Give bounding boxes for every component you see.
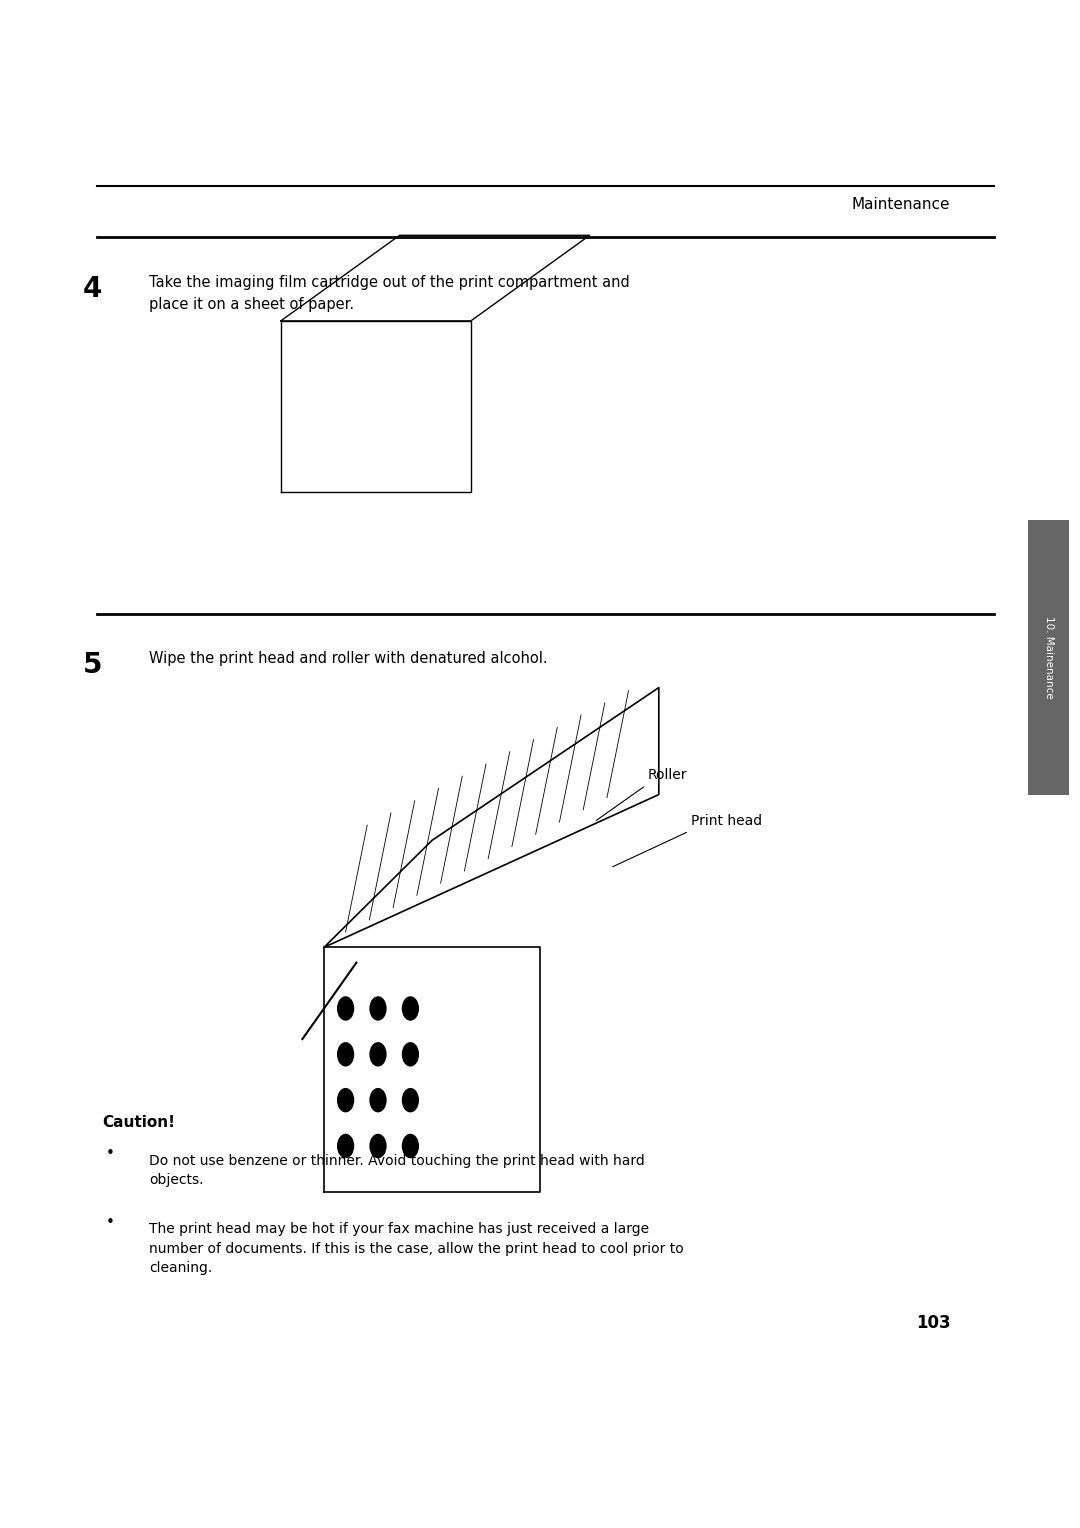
Text: Print head: Print head xyxy=(691,814,762,828)
Text: •: • xyxy=(106,1215,114,1230)
Text: Do not use benzene or thinner. Avoid touching the print head with hard
objects.: Do not use benzene or thinner. Avoid tou… xyxy=(149,1154,645,1187)
Text: 5: 5 xyxy=(83,651,103,678)
Polygon shape xyxy=(324,688,659,947)
Text: Roller: Roller xyxy=(648,769,688,782)
Text: Maintenance: Maintenance xyxy=(852,197,950,212)
Circle shape xyxy=(369,1042,387,1067)
Text: Take the imaging film cartridge out of the print compartment and
place it on a s: Take the imaging film cartridge out of t… xyxy=(149,275,630,312)
Circle shape xyxy=(337,1042,354,1067)
Circle shape xyxy=(337,1134,354,1158)
Circle shape xyxy=(369,996,387,1021)
Text: •: • xyxy=(106,1146,114,1161)
Circle shape xyxy=(369,1134,387,1158)
Circle shape xyxy=(369,1088,387,1112)
Text: 103: 103 xyxy=(916,1314,950,1332)
Text: Wipe the print head and roller with denatured alcohol.: Wipe the print head and roller with dena… xyxy=(149,651,548,666)
Circle shape xyxy=(402,1042,419,1067)
Circle shape xyxy=(402,1088,419,1112)
Circle shape xyxy=(337,996,354,1021)
Text: 10. Mainenance: 10. Mainenance xyxy=(1043,616,1054,698)
Circle shape xyxy=(337,1088,354,1112)
Text: The print head may be hot if your fax machine has just received a large
number o: The print head may be hot if your fax ma… xyxy=(149,1222,684,1276)
Circle shape xyxy=(402,996,419,1021)
Polygon shape xyxy=(324,947,540,1192)
FancyBboxPatch shape xyxy=(1028,520,1069,795)
Text: 4: 4 xyxy=(83,275,103,303)
Circle shape xyxy=(402,1134,419,1158)
Text: Caution!: Caution! xyxy=(103,1115,176,1131)
